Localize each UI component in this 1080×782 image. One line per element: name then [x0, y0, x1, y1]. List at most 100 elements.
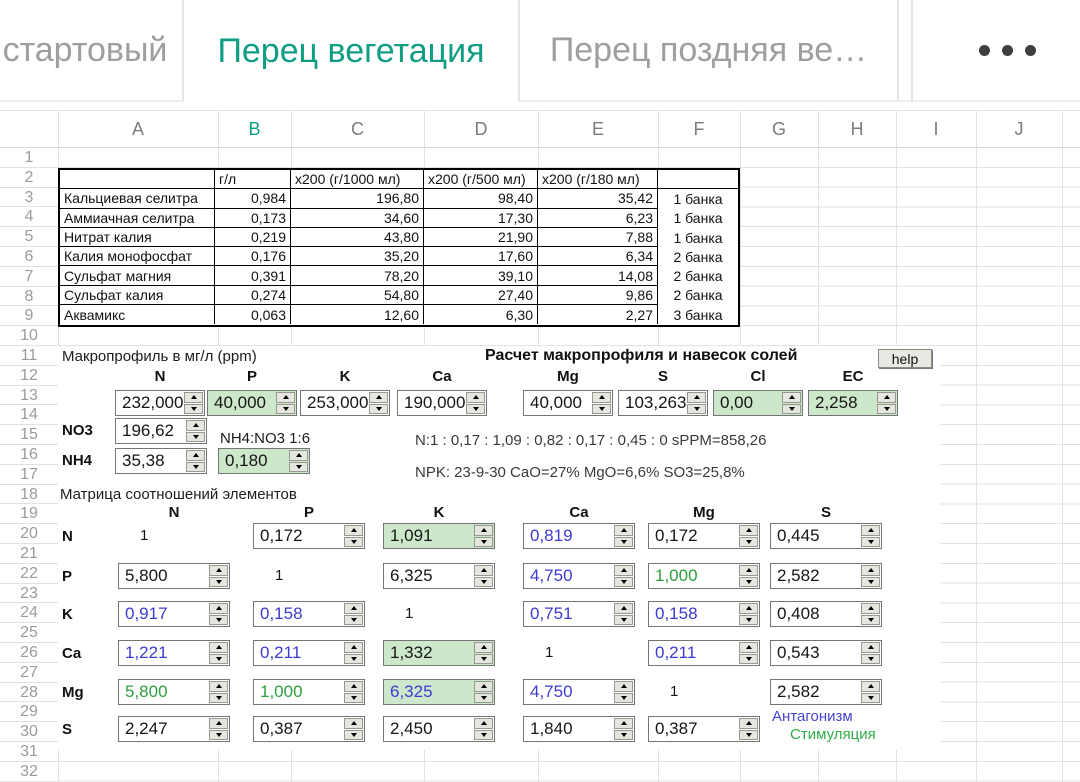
column-header-J[interactable]: J [1014, 118, 1024, 139]
matrix-input-K-Mg[interactable]: 0,158 [648, 601, 760, 627]
spin-up-icon[interactable] [344, 718, 363, 729]
spinner-buttons[interactable] [343, 524, 364, 548]
spin-down-icon[interactable] [474, 576, 493, 587]
spin-down-icon[interactable] [739, 614, 758, 625]
salt-table-cell[interactable]: Нитрат калия [60, 227, 215, 248]
spin-up-icon[interactable] [474, 565, 493, 576]
salt-table-cell[interactable]: Сульфат калия [60, 285, 215, 306]
spinner-buttons[interactable] [738, 564, 759, 588]
row-header-7[interactable]: 7 [0, 267, 58, 287]
salt-table-header-cell[interactable]: x200 (г/1000 мл) [291, 170, 424, 190]
spinner-buttons[interactable] [781, 391, 802, 415]
spin-up-icon[interactable] [344, 642, 363, 653]
salt-table-cell[interactable]: Аквамикс [60, 305, 215, 325]
row-header-27[interactable]: 27 [0, 663, 58, 683]
spin-down-icon[interactable] [739, 729, 758, 740]
matrix-input-S-Mg[interactable]: 0,387 [648, 716, 760, 742]
spin-down-icon[interactable] [209, 614, 228, 625]
matrix-input-K-P[interactable]: 0,158 [253, 601, 365, 627]
salt-table-cell[interactable]: 6,34 [538, 247, 658, 267]
salt-table-cell[interactable]: 34,60 [291, 208, 424, 228]
spin-down-icon[interactable] [739, 536, 758, 547]
matrix-input-S-P[interactable]: 0,387 [253, 716, 365, 742]
column-header-C[interactable]: C [351, 118, 364, 139]
row-header-10[interactable]: 10 [0, 326, 58, 346]
spin-up-icon[interactable] [614, 718, 633, 729]
spin-up-icon[interactable] [861, 642, 880, 653]
salt-table-cell[interactable]: 2,27 [538, 305, 658, 325]
spin-up-icon[interactable] [344, 603, 363, 614]
row-header-15[interactable]: 15 [0, 425, 58, 445]
spin-up-icon[interactable] [344, 681, 363, 692]
matrix-input-Ca-K[interactable]: 1,332 [383, 640, 495, 666]
spinner-buttons[interactable] [473, 641, 494, 665]
row-header-24[interactable]: 24 [0, 603, 58, 624]
spinner-buttons[interactable] [465, 391, 486, 415]
salt-table-cell[interactable]: 39,10 [424, 266, 538, 286]
spin-down-icon[interactable] [861, 692, 880, 703]
row-header-3[interactable]: 3 [0, 188, 58, 208]
spin-down-icon[interactable] [739, 653, 758, 664]
spin-up-icon[interactable] [614, 681, 633, 692]
salt-table-cell[interactable]: 0,173 [215, 208, 291, 228]
salt-table-cell[interactable]: 2 банка [673, 268, 723, 285]
row-header-28[interactable]: 28 [0, 683, 58, 703]
spinner-buttons[interactable] [738, 717, 759, 741]
spin-up-icon[interactable] [687, 392, 706, 403]
spinner-buttons[interactable] [738, 602, 759, 626]
spin-up-icon[interactable] [614, 565, 633, 576]
spinner-buttons[interactable] [613, 680, 634, 704]
spin-down-icon[interactable] [209, 576, 228, 587]
row-header-6[interactable]: 6 [0, 247, 58, 267]
spinner-buttons[interactable] [860, 641, 881, 665]
salt-table-cell[interactable]: 0,063 [215, 305, 291, 325]
salt-table-header-cell[interactable]: x200 (г/500 мл) [424, 170, 538, 190]
spinner-buttons[interactable] [473, 524, 494, 548]
spin-down-icon[interactable] [861, 576, 880, 587]
salt-table-cell[interactable]: 7,88 [538, 227, 658, 248]
spin-down-icon[interactable] [186, 461, 205, 472]
spin-up-icon[interactable] [344, 525, 363, 536]
spin-down-icon[interactable] [877, 403, 896, 414]
spin-down-icon[interactable] [739, 576, 758, 587]
spin-up-icon[interactable] [186, 420, 205, 431]
spinner-buttons[interactable] [613, 717, 634, 741]
spinner-buttons[interactable] [183, 391, 204, 415]
spin-up-icon[interactable] [289, 450, 308, 461]
column-header-G[interactable]: G [771, 118, 786, 139]
salt-table-cell[interactable]: 6,30 [424, 305, 538, 325]
spin-down-icon[interactable] [861, 653, 880, 664]
salt-table-cell[interactable]: 54,80 [291, 285, 424, 306]
matrix-input-N-S[interactable]: 0,445 [770, 523, 882, 549]
spin-down-icon[interactable] [344, 536, 363, 547]
spinner-buttons[interactable] [860, 602, 881, 626]
spinner-buttons[interactable] [185, 449, 206, 473]
matrix-input-Ca-N[interactable]: 1,221 [118, 640, 230, 666]
spin-down-icon[interactable] [474, 692, 493, 703]
spinner-buttons[interactable] [473, 680, 494, 704]
spinner-buttons[interactable] [185, 419, 206, 443]
spin-up-icon[interactable] [861, 565, 880, 576]
spin-down-icon[interactable] [592, 403, 611, 414]
salt-table-header-cell[interactable]: x200 (г/180 мл) [538, 170, 658, 190]
matrix-input-S-K[interactable]: 2,450 [383, 716, 495, 742]
spin-down-icon[interactable] [344, 692, 363, 703]
spinner-buttons[interactable] [473, 717, 494, 741]
matrix-input-Mg-Ca[interactable]: 4,750 [523, 679, 635, 705]
spin-down-icon[interactable] [289, 461, 308, 472]
spinner-buttons[interactable] [613, 602, 634, 626]
matrix-input-Mg-K[interactable]: 6,325 [383, 679, 495, 705]
spin-up-icon[interactable] [466, 392, 485, 403]
matrix-input-Mg-S[interactable]: 2,582 [770, 679, 882, 705]
spinner-buttons[interactable] [686, 391, 707, 415]
spin-up-icon[interactable] [739, 565, 758, 576]
spin-up-icon[interactable] [739, 603, 758, 614]
overflow-menu-icon[interactable] [952, 0, 1062, 100]
matrix-input-N-K[interactable]: 1,091 [383, 523, 495, 549]
salt-table-cell[interactable]: 2 банка [673, 287, 723, 304]
salt-table-cell[interactable]: Калия монофосфат [60, 247, 215, 267]
row-header-22[interactable]: 22 [0, 564, 58, 584]
spin-up-icon[interactable] [184, 392, 203, 403]
row-header-30[interactable]: 30 [0, 722, 58, 742]
row-header-21[interactable]: 21 [0, 544, 58, 564]
